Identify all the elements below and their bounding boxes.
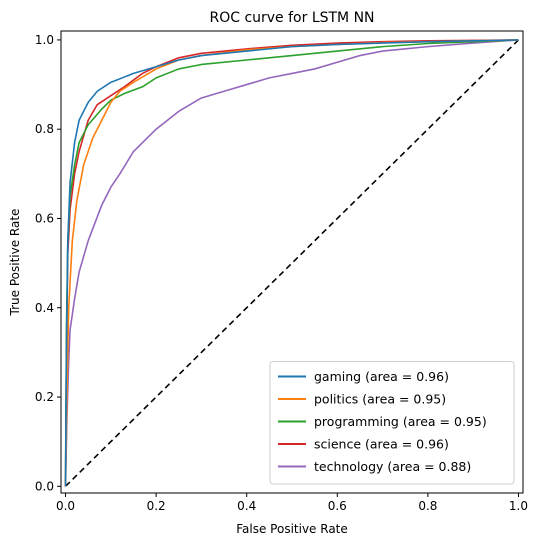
y-axis-ticks: 0.0 0.2 0.4 0.6 0.8 1.0 <box>35 33 61 493</box>
y-tick-label: 1.0 <box>35 33 54 47</box>
axes-spines <box>60 30 524 494</box>
legend-entry-label: politics (area = 0.95) <box>314 392 446 407</box>
legend-entry-label: programming (area = 0.95) <box>314 414 487 429</box>
roc-series-line-4 <box>64 39 519 487</box>
x-tick-label: 0.6 <box>328 499 347 513</box>
legend-entry-label: technology (area = 0.88) <box>314 459 471 474</box>
x-tick-label: 0.2 <box>147 499 166 513</box>
roc-series-line-0 <box>64 39 519 487</box>
legend-entry-label: gaming (area = 0.96) <box>314 369 449 384</box>
x-tick-label: 0.8 <box>418 499 437 513</box>
legend-box <box>269 361 515 485</box>
y-axis-label: True Positive Rate <box>8 209 22 317</box>
y-tick-label: 0.4 <box>35 301 54 315</box>
x-tick-label: 1.0 <box>509 499 528 513</box>
roc-series-line-2 <box>64 39 519 487</box>
chart-title: ROC curve for LSTM NN <box>209 10 374 26</box>
roc-series-line-3 <box>64 39 519 487</box>
y-tick-label: 0.0 <box>35 479 54 493</box>
y-tick-label: 0.2 <box>35 390 54 404</box>
y-tick-label: 0.8 <box>35 122 54 136</box>
x-axis-label: False Positive Rate <box>236 522 348 536</box>
x-axis-ticks: 0.0 0.2 0.4 0.6 0.8 1.0 <box>56 493 528 513</box>
y-tick-label: 0.6 <box>35 211 54 225</box>
legend: gaming (area = 0.96) politics (area = 0.9… <box>269 361 515 485</box>
x-tick-label: 0.0 <box>56 499 75 513</box>
x-tick-label: 0.4 <box>237 499 256 513</box>
series-layer <box>64 39 520 487</box>
chance-diagonal-line <box>64 39 520 487</box>
legend-entry-label: science (area = 0.96) <box>314 437 449 452</box>
